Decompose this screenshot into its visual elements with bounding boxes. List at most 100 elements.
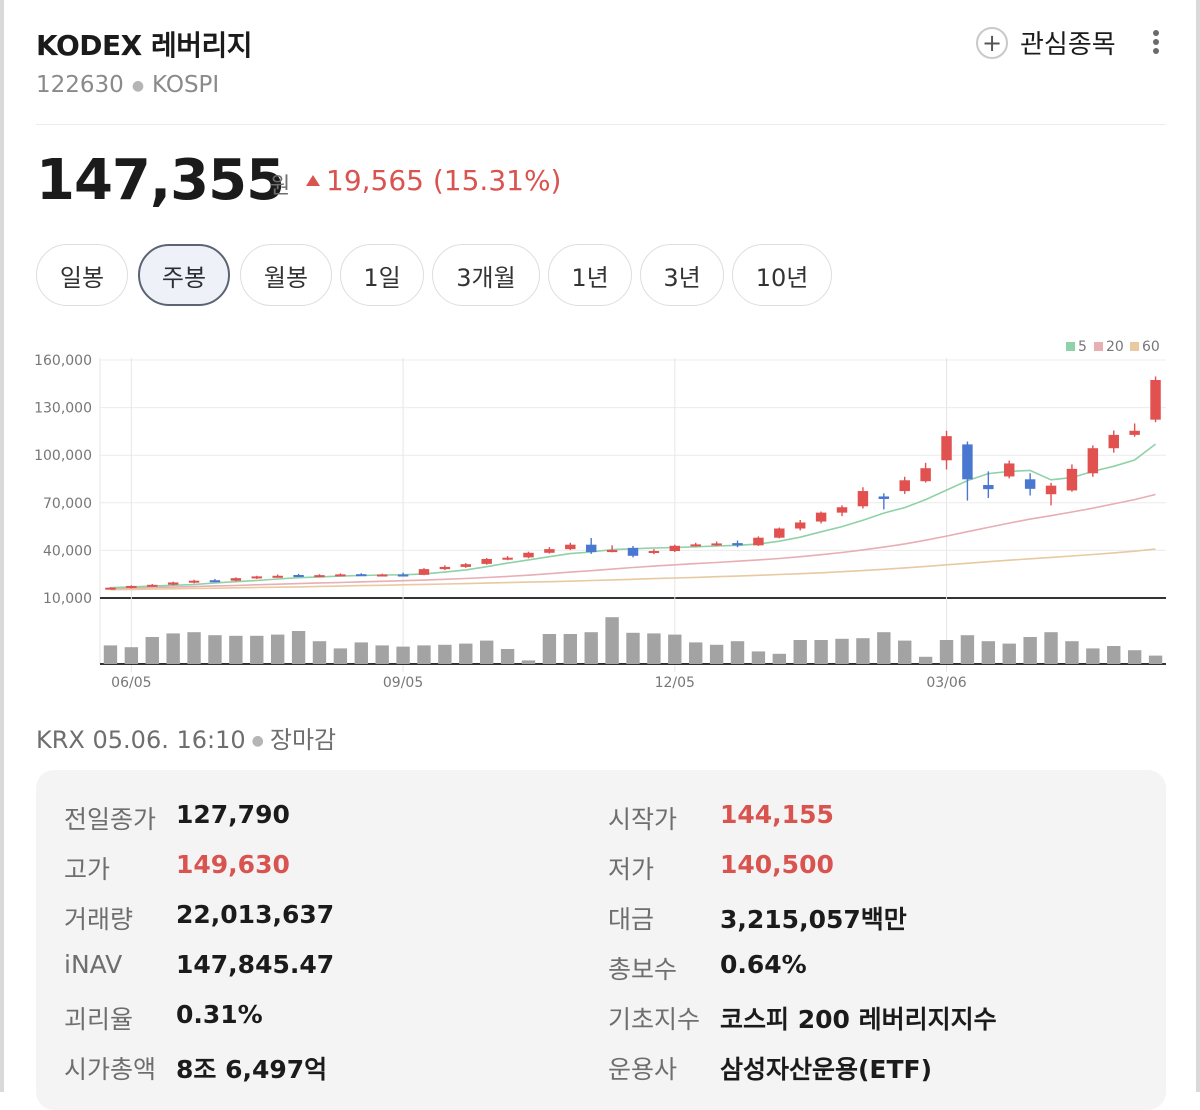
info-value: 코스피 200 레버리지지수 <box>720 1005 997 1034</box>
volume-bar <box>1065 641 1079 664</box>
current-price: 147,355 <box>36 148 285 213</box>
candle-body <box>418 569 430 575</box>
volume-bar <box>250 635 264 664</box>
more-vertical-icon[interactable] <box>1148 30 1164 58</box>
volume-bar <box>145 637 159 664</box>
info-label: 대금 <box>608 905 655 934</box>
info-row-prev-close: 전일종가 127,790 <box>64 800 290 836</box>
candle-body <box>523 552 534 558</box>
volume-bar <box>312 641 327 664</box>
tab-monthly[interactable]: 월봉 <box>240 244 332 306</box>
volume-bar <box>291 631 306 664</box>
tab-3year[interactable]: 3년 <box>640 244 724 306</box>
status-state: 장마감 <box>269 726 337 754</box>
volume-bar <box>375 645 389 664</box>
info-label: 운용사 <box>608 1055 678 1084</box>
volume-bar <box>333 648 348 664</box>
volume-bar <box>124 647 139 664</box>
header-divider <box>36 124 1166 125</box>
info-row-deviation: 괴리율 0.31% <box>64 1000 263 1036</box>
info-label: 시가총액 <box>64 1055 157 1084</box>
info-label: 총보수 <box>608 955 678 984</box>
legend-swatch <box>1094 342 1103 351</box>
volume-bar <box>1086 648 1100 664</box>
info-value: 147,845.47 <box>176 950 335 979</box>
candle-body <box>1045 485 1057 495</box>
candle-body <box>1150 379 1161 420</box>
watchlist-label: 관심종목 <box>1020 30 1116 60</box>
volume-bar <box>208 635 222 664</box>
info-value: 3,215,057백만 <box>720 905 907 934</box>
info-label: 괴리율 <box>64 1005 134 1034</box>
candle-body <box>606 550 618 553</box>
legend-label: 20 <box>1106 339 1124 355</box>
candle-body <box>836 507 848 513</box>
x-tick-label: 03/06 <box>926 675 966 691</box>
candle-body <box>753 537 764 546</box>
candle-body <box>481 558 492 564</box>
tab-10year[interactable]: 10년 <box>732 244 832 306</box>
candle-body <box>188 580 200 583</box>
tab-1year[interactable]: 1년 <box>548 244 632 306</box>
candle-body <box>627 547 639 556</box>
volume-bar <box>856 638 870 664</box>
volume-bar <box>626 632 640 664</box>
candle-body <box>711 543 722 546</box>
volume-bar <box>772 653 787 664</box>
info-label: 고가 <box>64 855 111 884</box>
volume-bar <box>709 644 724 664</box>
volume-bar <box>103 645 118 664</box>
candle-body <box>983 485 994 490</box>
volume-bar <box>438 644 452 664</box>
info-value: 22,013,637 <box>176 900 335 929</box>
candle-body <box>544 549 555 553</box>
volume-bar <box>584 632 598 664</box>
volume-bar <box>396 646 410 664</box>
candle-body <box>1024 479 1036 489</box>
y-tick-label: 100,000 <box>34 448 92 464</box>
volume-bar <box>898 640 912 664</box>
tab-daily[interactable]: 일봉 <box>36 244 128 306</box>
tab-1day[interactable]: 1일 <box>340 244 424 306</box>
info-row-volume: 거래량 22,013,637 <box>64 900 334 936</box>
volume-bar <box>1127 650 1142 664</box>
info-value: 0.64% <box>720 950 807 979</box>
info-label: 시작가 <box>608 805 678 834</box>
volume-bar <box>647 633 661 664</box>
tab-weekly[interactable]: 주봉 <box>138 244 230 306</box>
volume-bar <box>187 632 201 664</box>
candle-body <box>397 574 409 577</box>
info-row-inav: iNAV 147,845.47 <box>64 950 334 979</box>
volume-bar <box>521 660 536 664</box>
candle-body <box>1108 434 1119 449</box>
right-edge <box>1196 0 1200 1092</box>
volume-bar <box>417 645 431 664</box>
info-value: 8조 6,497억 <box>176 1055 328 1084</box>
candle-body <box>1004 463 1015 477</box>
info-value: 144,155 <box>720 800 834 829</box>
info-label: iNAV <box>64 950 123 979</box>
volume-bar <box>877 632 891 664</box>
volume-bar <box>459 643 473 664</box>
legend-label: 60 <box>1142 339 1160 355</box>
info-row-turnover: 대금 3,215,057백만 <box>608 900 907 936</box>
tab-3month[interactable]: 3개월 <box>432 244 540 306</box>
stock-code: 122630 <box>36 72 124 98</box>
info-value: 삼성자산운용(ETF) <box>720 1055 933 1084</box>
volume-bar <box>730 641 745 664</box>
info-row-total-fee: 총보수 0.64% <box>608 950 807 986</box>
candle-body <box>565 544 576 550</box>
candle-body <box>794 522 806 529</box>
volume-bar <box>270 634 285 664</box>
info-value: 149,630 <box>176 850 290 879</box>
stock-title: KODEX 레버리지 <box>36 29 253 62</box>
candle-body <box>920 468 931 482</box>
candle-body <box>293 574 304 577</box>
price-chart[interactable]: 160,000 130,000 100,000 70,000 40,000 10,000 0… <box>0 330 1200 700</box>
volume-bar <box>689 642 703 664</box>
info-row-low: 저가 140,500 <box>608 850 834 886</box>
legend-swatch <box>1130 342 1139 351</box>
legend-label: 5 <box>1078 339 1087 355</box>
watchlist-button[interactable]: + 관심종목 <box>976 24 1116 61</box>
volume-bar <box>981 641 996 664</box>
